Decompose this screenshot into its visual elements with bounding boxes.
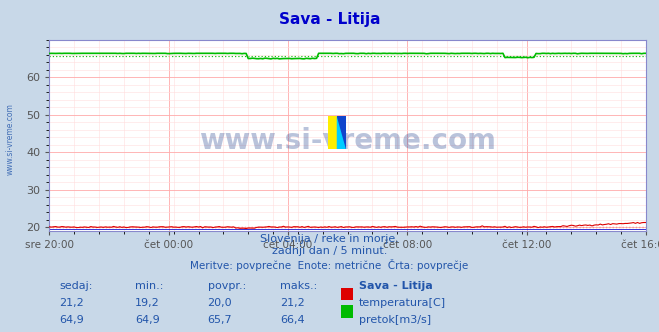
Text: 21,2: 21,2 bbox=[59, 298, 84, 308]
Text: zadnji dan / 5 minut.: zadnji dan / 5 minut. bbox=[272, 246, 387, 256]
Text: 65,7: 65,7 bbox=[208, 315, 232, 325]
Text: 21,2: 21,2 bbox=[280, 298, 305, 308]
Text: 19,2: 19,2 bbox=[135, 298, 160, 308]
Text: pretok[m3/s]: pretok[m3/s] bbox=[359, 315, 431, 325]
Polygon shape bbox=[328, 116, 337, 149]
Text: povpr.:: povpr.: bbox=[208, 281, 246, 290]
Text: Sava - Litija: Sava - Litija bbox=[279, 12, 380, 27]
Text: Sava - Litija: Sava - Litija bbox=[359, 281, 433, 290]
Text: temperatura[C]: temperatura[C] bbox=[359, 298, 446, 308]
Text: 64,9: 64,9 bbox=[59, 315, 84, 325]
Text: Meritve: povprečne  Enote: metrične  Črta: povprečje: Meritve: povprečne Enote: metrične Črta:… bbox=[190, 259, 469, 271]
Text: 20,0: 20,0 bbox=[208, 298, 232, 308]
Text: sedaj:: sedaj: bbox=[59, 281, 93, 290]
Text: www.si-vreme.com: www.si-vreme.com bbox=[5, 104, 14, 175]
Text: min.:: min.: bbox=[135, 281, 163, 290]
Text: Slovenija / reke in morje.: Slovenija / reke in morje. bbox=[260, 234, 399, 244]
Text: 66,4: 66,4 bbox=[280, 315, 304, 325]
Polygon shape bbox=[337, 116, 346, 149]
Text: www.si-vreme.com: www.si-vreme.com bbox=[199, 127, 496, 155]
Text: maks.:: maks.: bbox=[280, 281, 318, 290]
Polygon shape bbox=[337, 116, 346, 149]
Text: 64,9: 64,9 bbox=[135, 315, 160, 325]
